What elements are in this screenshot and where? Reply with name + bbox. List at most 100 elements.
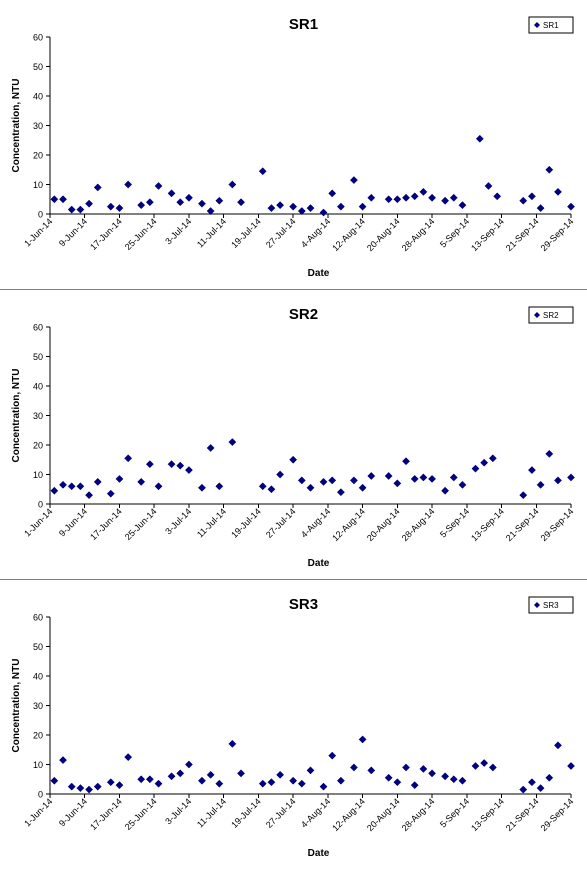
data-point <box>393 778 402 787</box>
data-point <box>567 473 575 482</box>
data-point <box>50 776 59 785</box>
data-point <box>176 198 185 207</box>
data-point <box>106 202 115 211</box>
data-point <box>206 770 215 779</box>
data-point <box>276 470 285 479</box>
data-point <box>493 192 502 201</box>
data-point <box>488 763 497 772</box>
data-point <box>215 196 224 205</box>
data-point <box>115 204 124 213</box>
chart-title: SR1 <box>289 16 318 33</box>
data-point <box>167 772 176 781</box>
y-tick-label: 40 <box>33 382 43 392</box>
data-point <box>85 199 94 208</box>
data-point <box>267 778 276 787</box>
data-point <box>184 193 193 202</box>
data-point <box>428 474 437 483</box>
data-point <box>319 208 328 217</box>
data-point <box>184 760 193 769</box>
data-point <box>228 739 237 748</box>
data-point <box>480 759 489 767</box>
data-point <box>458 480 467 489</box>
data-point <box>206 207 215 216</box>
data-point <box>428 769 437 778</box>
data-point <box>358 735 367 744</box>
x-tick-label: 5-Sep-14 <box>438 506 471 539</box>
data-point <box>328 189 337 198</box>
x-tick-label: 21-Sep-14 <box>504 506 541 543</box>
y-tick-label: 0 <box>38 790 43 800</box>
x-tick-label: 20-Aug-14 <box>365 506 402 543</box>
x-tick-label: 1-Jun-14 <box>22 216 54 248</box>
data-point <box>106 489 115 498</box>
x-tick-label: 25-Jun-14 <box>123 506 159 542</box>
data-point <box>206 443 215 452</box>
x-tick-label: 27-Jul-14 <box>264 796 298 830</box>
data-point <box>536 784 545 793</box>
data-point <box>410 474 419 483</box>
data-point <box>215 779 224 788</box>
y-tick-label: 40 <box>33 672 43 682</box>
x-tick-label: 11-Jul-14 <box>195 506 228 539</box>
data-point <box>93 782 102 791</box>
data-point <box>410 192 419 201</box>
data-point <box>237 769 245 778</box>
data-point <box>336 488 345 497</box>
data-point <box>480 458 489 467</box>
x-tick-label: 4-Aug-14 <box>299 506 332 539</box>
data-point <box>76 205 85 214</box>
y-tick-label: 60 <box>33 323 43 333</box>
y-tick-label: 20 <box>33 151 43 161</box>
chart-panel-sr2: SR2 0 10 20 30 40 50 60 1-Jun-14 9-Jun-14 17-Jun-1… <box>0 290 587 580</box>
x-tick-label: 1-Jun-14 <box>22 796 54 828</box>
data-point <box>93 477 102 486</box>
legend-marker <box>534 602 540 608</box>
data-point <box>297 779 306 788</box>
x-tick-label: 21-Sep-14 <box>504 216 541 253</box>
data-point <box>441 772 450 781</box>
legend-box <box>528 596 574 614</box>
data-point <box>384 773 393 782</box>
x-tick-label: 1-Jun-14 <box>22 506 54 538</box>
x-axis-label: Date <box>308 848 330 859</box>
x-tick-label: 29-Sep-14 <box>539 506 576 543</box>
x-tick-label: 25-Jun-14 <box>123 796 159 832</box>
data-point <box>367 193 376 202</box>
data-point <box>402 193 410 202</box>
data-point <box>276 201 285 210</box>
data-point <box>328 751 337 760</box>
data-point <box>289 776 298 785</box>
data-point <box>67 205 76 214</box>
data-point <box>358 483 367 492</box>
y-tick-label: 20 <box>33 441 43 451</box>
data-point <box>137 477 146 486</box>
data-point <box>545 449 554 458</box>
data-point <box>85 491 94 500</box>
data-point <box>198 199 206 208</box>
x-tick-label: 11-Jul-14 <box>195 796 228 829</box>
y-axis-label: Concentration, NTU <box>11 79 22 173</box>
data-point <box>393 195 402 204</box>
data-point <box>349 176 358 185</box>
x-tick-label: 28-Aug-14 <box>400 506 437 543</box>
data-point <box>276 770 285 779</box>
x-tick-label: 12-Aug-14 <box>330 796 367 833</box>
data-point <box>519 785 528 794</box>
data-point <box>402 763 410 772</box>
legend: SR3 <box>528 596 574 614</box>
data-point <box>145 775 154 784</box>
data-point <box>428 193 437 202</box>
x-tick-label: 17-Jun-14 <box>88 216 124 252</box>
data-point <box>137 775 146 784</box>
data-point <box>258 167 267 176</box>
data-point <box>393 479 402 488</box>
data-point <box>267 204 276 213</box>
data-point <box>367 766 376 775</box>
legend: SR1 <box>528 16 574 34</box>
y-tick-label: 60 <box>33 33 43 43</box>
x-tick-label: 9-Jun-14 <box>57 506 89 538</box>
data-point <box>319 477 328 486</box>
x-tick-label: 11-Jul-14 <box>195 216 228 249</box>
x-tick-label: 13-Sep-14 <box>469 216 506 253</box>
data-point <box>458 201 467 210</box>
